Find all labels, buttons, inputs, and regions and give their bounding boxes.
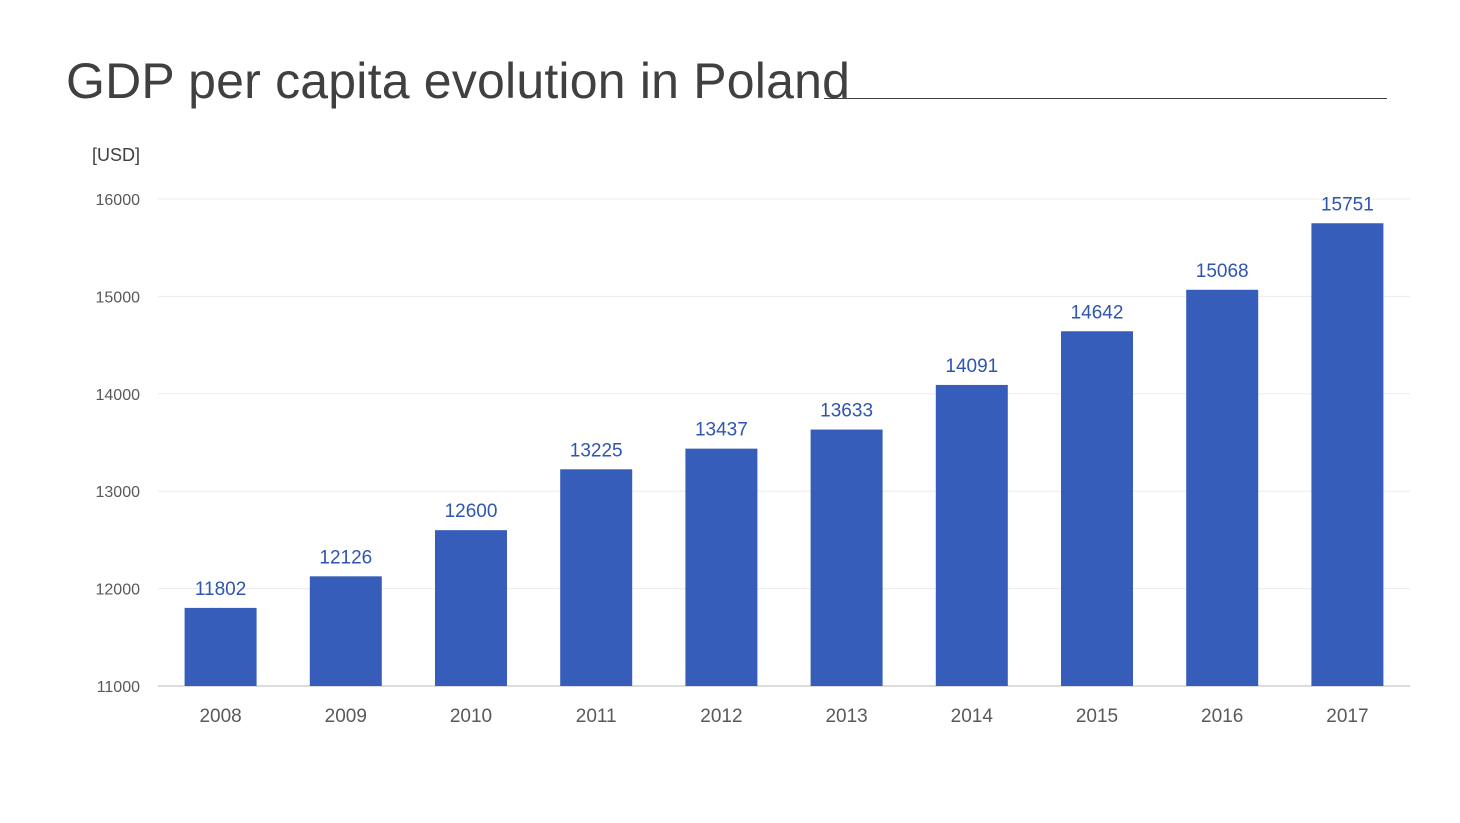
- x-tick-label: 2014: [951, 706, 994, 727]
- data-label-2010: 12600: [445, 501, 498, 522]
- y-tick-label: 16000: [96, 192, 141, 209]
- data-label-2011: 13225: [570, 440, 623, 461]
- x-tick-label: 2016: [1201, 706, 1243, 727]
- y-axis-unit-label: [USD]: [92, 145, 141, 165]
- bar-2010: [435, 530, 507, 686]
- x-tick-label: 2011: [576, 706, 617, 727]
- x-tick-label: 2012: [700, 706, 742, 727]
- y-tick-label: 12000: [96, 582, 141, 599]
- data-label-2008: 11802: [195, 579, 246, 600]
- x-tick-label: 2008: [199, 706, 241, 727]
- data-label-2015: 14642: [1071, 302, 1124, 323]
- bar-2012: [685, 448, 758, 686]
- data-label-2014: 14091: [945, 356, 998, 377]
- data-label-2009: 12126: [319, 547, 372, 568]
- bar-2011: [560, 469, 633, 686]
- x-tick-label: 2009: [325, 706, 367, 727]
- y-tick-label: 14000: [96, 387, 141, 404]
- y-tick-label: 15000: [96, 289, 141, 306]
- bar-2013: [810, 429, 883, 686]
- x-axis-ticks: 2008 2009 2010 2011 2012 2013 2014 2015 2016 2017: [199, 706, 1368, 727]
- data-label-2017: 15751: [1321, 194, 1374, 215]
- bar-2015: [1061, 331, 1133, 686]
- bar-2008: [184, 607, 257, 686]
- bar-2009: [309, 576, 382, 686]
- x-tick-label: 2013: [825, 706, 867, 727]
- data-label-2012: 13437: [695, 420, 748, 441]
- data-labels: 11802 12126 12600 13225 13437 13633 14091 14642…: [195, 194, 1374, 600]
- bar-2017: [1311, 223, 1384, 686]
- x-tick-label: 2017: [1326, 706, 1368, 727]
- x-tick-label: 2010: [450, 706, 492, 727]
- y-tick-label: 13000: [96, 484, 141, 501]
- x-tick-label: 2015: [1076, 706, 1118, 727]
- data-label-2016: 15068: [1196, 261, 1249, 282]
- data-label-2013: 13633: [820, 401, 873, 422]
- title-underline: [824, 98, 1387, 99]
- bars: [184, 223, 1384, 686]
- bar-2014: [935, 384, 1008, 686]
- y-axis-ticks: 11000 12000 13000 14000 15000 16000: [96, 192, 141, 696]
- page-title: GDP per capita evolution in Poland: [66, 53, 851, 109]
- bar-2016: [1186, 289, 1259, 686]
- y-tick-label: 11000: [97, 679, 140, 696]
